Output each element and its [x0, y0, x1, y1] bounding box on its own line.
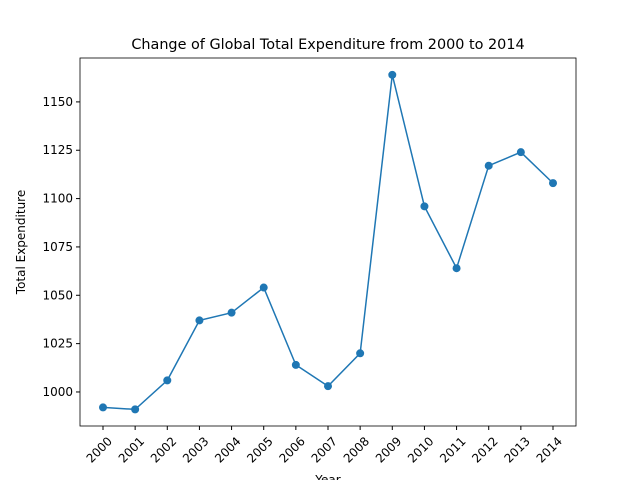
marker — [131, 405, 140, 414]
marker — [356, 349, 365, 358]
marker — [420, 202, 429, 211]
marker — [452, 264, 461, 273]
y-tick-label: 1075 — [42, 240, 73, 254]
marker — [99, 403, 107, 412]
marker — [516, 148, 525, 157]
marker — [227, 308, 236, 317]
marker — [324, 382, 332, 391]
y-tick-label: 1025 — [42, 337, 73, 351]
y-tick-label: 1050 — [42, 288, 73, 302]
marker — [195, 316, 204, 325]
marker — [163, 376, 172, 385]
marker — [291, 360, 300, 369]
chart-title: Change of Global Total Expenditure from … — [131, 37, 524, 53]
y-axis-label: Total Expenditure — [14, 190, 28, 295]
x-axis-label: Year — [314, 473, 340, 480]
y-tick-label: 1000 — [42, 385, 73, 399]
plot-frame — [79, 57, 577, 427]
marker — [484, 161, 493, 170]
y-tick-label: 1125 — [42, 143, 73, 157]
y-tick-label: 1100 — [42, 192, 73, 206]
marker — [388, 70, 397, 79]
marker — [549, 179, 557, 188]
y-tick-label: 1150 — [42, 95, 73, 109]
marker — [259, 283, 268, 292]
